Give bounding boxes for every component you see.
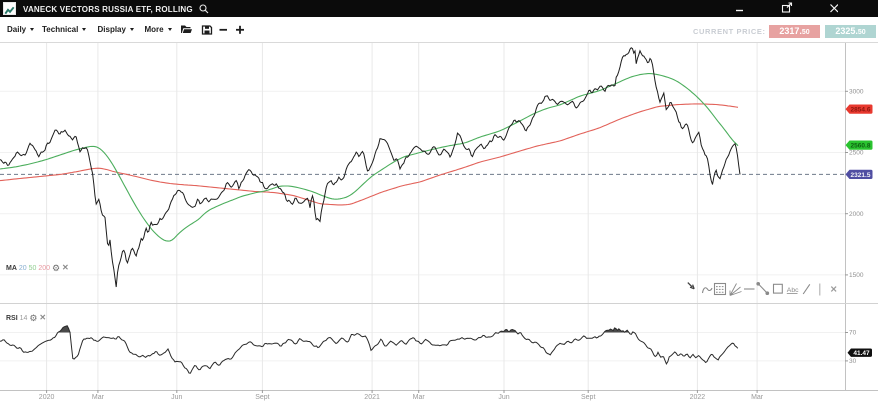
svg-text:Mar: Mar bbox=[413, 394, 426, 401]
svg-text:2020: 2020 bbox=[39, 394, 55, 401]
svg-text:1500: 1500 bbox=[849, 272, 864, 279]
svg-text:Mar: Mar bbox=[92, 394, 105, 401]
svg-text:Sept: Sept bbox=[255, 394, 269, 401]
svg-text:Abc: Abc bbox=[787, 287, 799, 294]
svg-text:Sept: Sept bbox=[581, 394, 595, 401]
svg-text:Jun: Jun bbox=[498, 394, 509, 401]
svg-text:41.47: 41.47 bbox=[853, 350, 870, 357]
svg-text:2560.8: 2560.8 bbox=[851, 143, 871, 150]
svg-text:2021: 2021 bbox=[364, 394, 380, 401]
svg-text:70: 70 bbox=[849, 330, 857, 337]
svg-text:Jun: Jun bbox=[171, 394, 182, 401]
svg-text:30: 30 bbox=[849, 358, 857, 365]
svg-text:2500: 2500 bbox=[849, 150, 864, 157]
svg-text:2022: 2022 bbox=[690, 394, 706, 401]
svg-text:Mar: Mar bbox=[751, 394, 764, 401]
svg-text:3000: 3000 bbox=[849, 89, 864, 96]
svg-text:2321.5: 2321.5 bbox=[851, 172, 871, 179]
svg-text:2854.6: 2854.6 bbox=[851, 107, 871, 114]
svg-text:2000: 2000 bbox=[849, 211, 864, 218]
